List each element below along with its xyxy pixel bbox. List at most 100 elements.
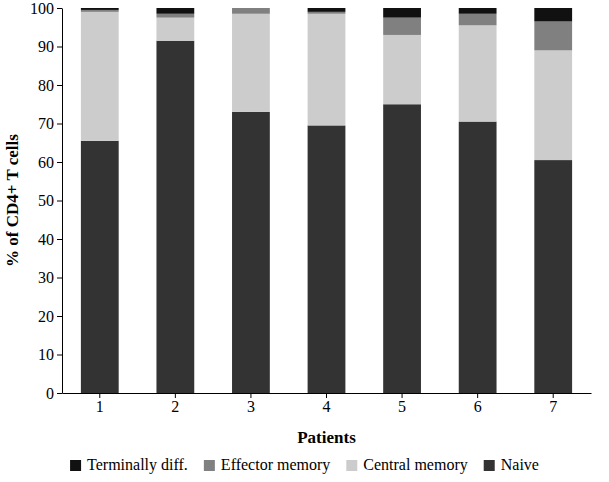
y-tick: 50 <box>38 192 62 209</box>
y-tick: 30 <box>38 269 62 286</box>
y-tick-mark <box>57 355 62 356</box>
y-axis: 0 10 20 30 40 50 60 70 80 90 100 <box>30 0 63 402</box>
y-tick-mark <box>57 85 62 86</box>
y-tick-label: 20 <box>38 308 54 325</box>
y-tick: 100 <box>30 0 62 17</box>
y-axis-line <box>62 9 63 394</box>
legend-item: Terminally diff. <box>70 456 188 474</box>
x-tick-mark <box>402 393 403 398</box>
y-tick-mark <box>57 278 62 279</box>
x-tick-label: 3 <box>247 398 255 415</box>
bar-segment <box>534 50 572 160</box>
x-tick: 5 <box>398 393 406 415</box>
x-tick: 4 <box>323 393 331 415</box>
bar-segment <box>156 8 194 14</box>
x-tick: 6 <box>474 393 482 415</box>
y-tick: 70 <box>38 115 62 132</box>
bar-segment <box>534 160 572 393</box>
bar-segment <box>308 125 346 393</box>
plot: 0 10 20 30 40 50 60 70 80 90 100 1 2 3 4 5 6 7 <box>30 0 592 415</box>
bar-segment <box>383 8 421 18</box>
y-tick: 90 <box>38 38 62 55</box>
y-tick-label: 80 <box>38 77 54 94</box>
x-tick-label: 2 <box>171 398 179 415</box>
legend-item: Central memory <box>346 456 467 474</box>
legend-label: Naive <box>501 456 539 473</box>
bar-segment <box>81 12 119 141</box>
bar-segment <box>383 18 421 35</box>
y-tick-mark <box>57 47 62 48</box>
bar-segment <box>459 8 497 14</box>
bar-segment <box>81 141 119 393</box>
legend-item: Effector memory <box>204 456 330 474</box>
bar-segment <box>308 8 346 12</box>
bar-segment <box>383 104 421 393</box>
bar-segment <box>308 14 346 126</box>
series <box>81 8 572 21</box>
bar-segment <box>156 41 194 393</box>
bar-segment <box>232 14 270 112</box>
x-tick-mark <box>326 393 327 398</box>
y-tick: 40 <box>38 231 62 248</box>
bars <box>81 8 572 393</box>
x-tick-label: 4 <box>323 398 331 415</box>
bar-segment <box>81 10 119 12</box>
legend: Terminally diff. Effector memory Central m… <box>70 456 539 474</box>
y-tick-label: 50 <box>38 192 54 209</box>
bar-segment <box>534 21 572 50</box>
x-tick: 7 <box>549 393 557 415</box>
bar-segment <box>156 14 194 18</box>
y-tick: 0 <box>46 385 62 402</box>
x-tick-label: 1 <box>96 398 104 415</box>
bar-segment <box>459 25 497 121</box>
bar-segment <box>232 8 270 14</box>
y-axis-title: % of CD4+ T cells <box>3 134 22 267</box>
x-tick: 2 <box>171 393 179 415</box>
bar-segment <box>383 35 421 104</box>
x-tick-mark <box>553 393 554 398</box>
x-tick-mark <box>99 393 100 398</box>
y-tick-mark <box>57 201 62 202</box>
x-tick-mark <box>175 393 176 398</box>
bar-segment <box>459 14 497 26</box>
legend-label: Effector memory <box>221 456 330 474</box>
y-tick-label: 0 <box>46 385 54 402</box>
legend-swatch <box>70 460 81 471</box>
series <box>81 12 572 160</box>
y-tick-label: 70 <box>38 115 54 132</box>
x-tick-label: 6 <box>474 398 482 415</box>
y-tick-mark <box>57 393 62 394</box>
legend-label: Terminally diff. <box>87 456 188 474</box>
y-tick-mark <box>57 124 62 125</box>
x-tick-label: 7 <box>549 398 557 415</box>
bar-segment <box>232 8 270 9</box>
bar-segment <box>156 18 194 41</box>
legend-label: Central memory <box>363 456 467 474</box>
x-tick-mark <box>250 393 251 398</box>
bar-segment <box>459 122 497 393</box>
y-tick-label: 100 <box>30 0 54 17</box>
legend-item: Naive <box>484 456 539 473</box>
y-tick-label: 90 <box>38 38 54 55</box>
y-tick: 20 <box>38 308 62 325</box>
chart: 0 10 20 30 40 50 60 70 80 90 100 1 2 3 4 5 6 7 Patients % o… <box>0 0 609 482</box>
x-tick: 1 <box>96 393 104 415</box>
y-tick-mark <box>57 162 62 163</box>
y-tick: 80 <box>38 77 62 94</box>
y-tick-mark <box>57 8 62 9</box>
y-tick-mark <box>57 316 62 317</box>
y-tick-label: 30 <box>38 269 54 286</box>
y-tick: 60 <box>38 154 62 171</box>
legend-swatch <box>204 460 215 471</box>
x-tick-mark <box>477 393 478 398</box>
legend-swatch <box>346 460 357 471</box>
x-tick: 3 <box>247 393 255 415</box>
bar-segment <box>534 8 572 21</box>
x-axis: 1 2 3 4 5 6 7 <box>63 393 592 415</box>
bar-segment <box>81 8 119 10</box>
y-tick-label: 10 <box>38 346 54 363</box>
y-tick-mark <box>57 239 62 240</box>
legend-swatch <box>484 460 495 471</box>
y-tick-label: 40 <box>38 231 54 248</box>
x-axis-title: Patients <box>297 428 356 447</box>
